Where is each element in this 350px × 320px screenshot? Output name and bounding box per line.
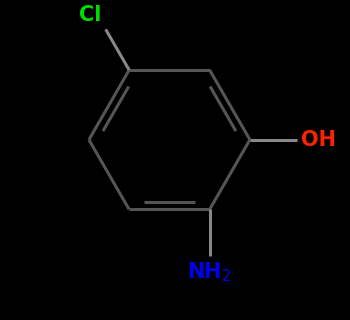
Text: NH$_2$: NH$_2$ <box>187 261 232 284</box>
Text: Cl: Cl <box>79 5 101 25</box>
Text: OH: OH <box>301 130 336 150</box>
